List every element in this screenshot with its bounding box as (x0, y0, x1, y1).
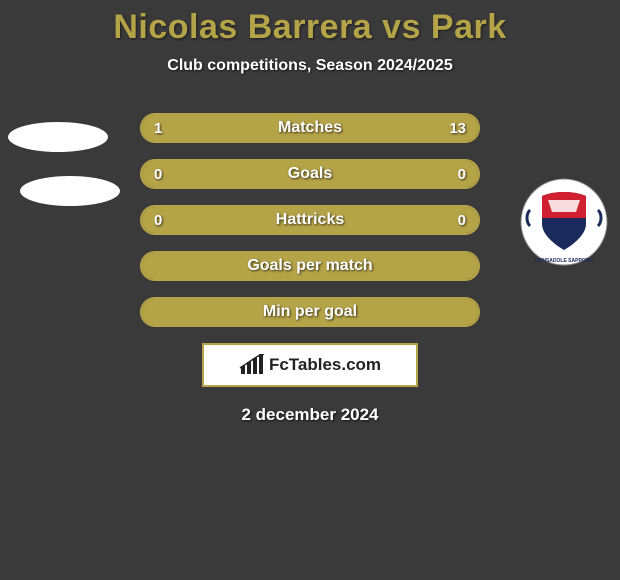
stat-label: Min per goal (263, 303, 357, 321)
stat-row-matches: 1 Matches 13 (140, 113, 480, 143)
page-title: Nicolas Barrera vs Park (0, 0, 620, 47)
stat-value-left: 0 (154, 212, 162, 229)
stat-row-goals: 0 Goals 0 (140, 159, 480, 189)
stat-value-right: 0 (458, 212, 466, 229)
stat-label: Hattricks (276, 211, 344, 229)
player-left-placeholder-1 (8, 122, 108, 152)
stat-label: Matches (278, 119, 342, 137)
player-left-placeholder-2 (20, 176, 120, 206)
brand-text: FcTables.com (269, 355, 381, 375)
stat-value-left: 1 (154, 120, 162, 137)
brand-chart-icon (239, 354, 265, 376)
team-logo-right: CONSADOLE SAPPORO (520, 178, 608, 266)
stat-label: Goals per match (247, 257, 372, 275)
stat-value-right: 0 (458, 166, 466, 183)
stat-label: Goals (288, 165, 332, 183)
stat-value-right: 13 (449, 120, 466, 137)
subtitle: Club competitions, Season 2024/2025 (0, 57, 620, 75)
brand-box[interactable]: FcTables.com (202, 343, 418, 387)
stat-row-hattricks: 0 Hattricks 0 (140, 205, 480, 235)
stat-value-left: 0 (154, 166, 162, 183)
svg-text:CONSADOLE SAPPORO: CONSADOLE SAPPORO (535, 258, 593, 264)
stats-container: 1 Matches 13 0 Goals 0 0 Hattricks 0 Goals per ma… (140, 113, 480, 327)
stat-row-min-per-goal: Min per goal (140, 297, 480, 327)
stat-fill-right (308, 161, 478, 187)
date-text: 2 december 2024 (0, 405, 620, 425)
stat-row-goals-per-match: Goals per match (140, 251, 480, 281)
stat-fill-left (142, 161, 312, 187)
